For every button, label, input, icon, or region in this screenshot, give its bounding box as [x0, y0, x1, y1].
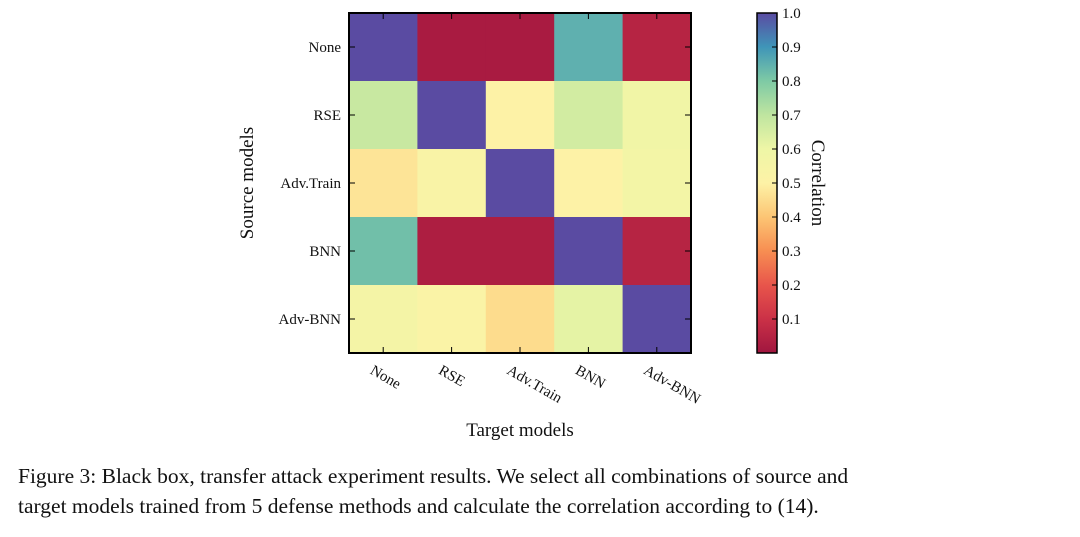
colorbar-tick-label: 0.1	[782, 312, 801, 328]
colorbar-tick-label: 0.7	[782, 108, 801, 124]
colorbar-tick-label: 1.0	[782, 6, 801, 22]
x-tick-label: Adv-BNN	[641, 363, 703, 408]
heatmap-cell-3-2	[485, 217, 555, 286]
heatmap-cell-2-4	[622, 149, 692, 218]
x-axis-label: Target models	[466, 420, 574, 441]
heatmap-cell-3-1	[417, 217, 487, 286]
heatmap-cell-2-0	[349, 149, 418, 218]
y-tick-labels: None RSE Adv.Train BNN Adv-BNN	[279, 40, 691, 328]
y-tick-label: Adv.Train	[280, 176, 341, 192]
x-tick-label: RSE	[436, 363, 468, 391]
heatmap-cell-4-4	[622, 285, 692, 354]
colorbar-tick-label: 0.5	[782, 176, 801, 192]
heatmap-cell-3-3	[554, 217, 624, 286]
y-axis-label: Source models	[237, 127, 258, 239]
heatmap-cells	[349, 13, 692, 354]
heatmap-cell-3-4	[622, 217, 692, 286]
colorbar-ticks: 0.1 0.2 0.3 0.4 0.5 0.6 0.7 0.8 0.9 1.0	[772, 6, 801, 328]
heatmap-cell-0-1	[417, 13, 487, 82]
y-tick-label: Adv-BNN	[279, 312, 342, 328]
colorbar-tick-label: 0.8	[782, 74, 801, 90]
colorbar-tick-label: 0.9	[782, 40, 801, 56]
heatmap-cell-0-0	[349, 13, 418, 82]
colorbar-tick-label: 0.6	[782, 142, 801, 158]
heatmap-cell-4-3	[554, 285, 624, 354]
heatmap-cell-1-2	[485, 81, 555, 150]
colorbar-tick-label: 0.2	[782, 278, 801, 294]
heatmap-cell-0-4	[622, 13, 692, 82]
x-tick-label: Adv.Train	[504, 363, 565, 407]
y-tick-label: BNN	[309, 244, 341, 260]
heatmap-cell-2-3	[554, 149, 624, 218]
caption-line-2: target models trained from 5 defense met…	[18, 494, 819, 518]
heatmap-cell-4-0	[349, 285, 418, 354]
heatmap-cell-0-2	[485, 13, 555, 82]
heatmap-cell-1-3	[554, 81, 624, 150]
colorbar-tick-label: 0.4	[782, 210, 801, 226]
colorbar-label: Correlation	[807, 140, 828, 227]
heatmap-cell-1-4	[622, 81, 692, 150]
heatmap-cell-2-1	[417, 149, 487, 218]
heatmap-cell-3-0	[349, 217, 418, 286]
y-tick-label: None	[309, 40, 342, 56]
x-tick-label: None	[367, 363, 403, 393]
heatmap-cell-0-3	[554, 13, 624, 82]
figure-caption: Figure 3: Black box, transfer attack exp…	[18, 461, 1068, 521]
heatmap-cell-4-1	[417, 285, 487, 354]
heatmap-cell-2-2	[485, 149, 555, 218]
caption-line-1: Figure 3: Black box, transfer attack exp…	[18, 464, 849, 488]
heatmap-cell-1-1	[417, 81, 487, 150]
colorbar-tick-label: 0.3	[782, 244, 801, 260]
y-tick-label: RSE	[313, 108, 341, 124]
heatmap-cell-4-2	[485, 285, 555, 354]
x-tick-label: BNN	[572, 363, 608, 393]
heatmap-cell-1-0	[349, 81, 418, 150]
